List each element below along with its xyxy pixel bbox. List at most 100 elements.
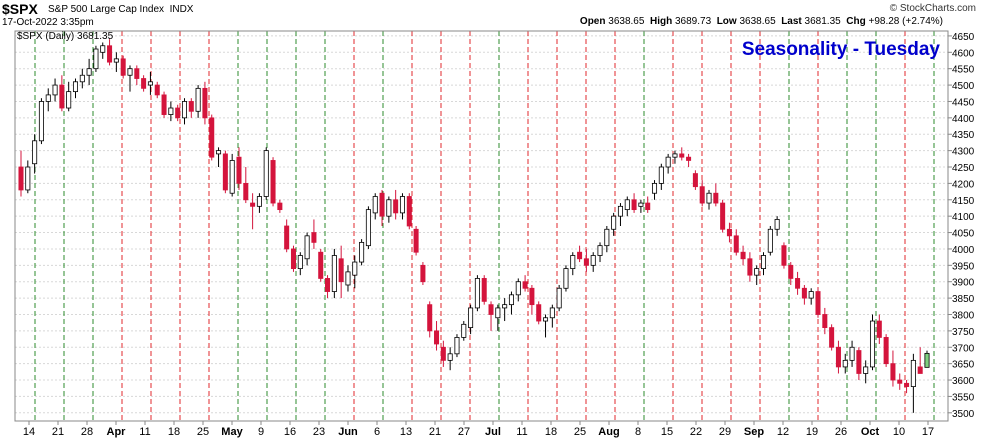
x-tick-label: Sep <box>744 426 764 438</box>
candle-body <box>508 294 514 306</box>
x-tick-label: 21 <box>429 426 441 438</box>
candle-body <box>699 186 705 204</box>
security-name: S&P 500 Large Cap Index INDX <box>48 4 193 15</box>
candle-body <box>72 81 79 93</box>
y-tick-label: 4300 <box>952 147 975 158</box>
candle <box>536 301 542 325</box>
candle <box>454 334 460 358</box>
x-tick-label: 18 <box>168 426 180 438</box>
candle-body <box>624 199 630 211</box>
candle <box>747 252 753 282</box>
candle-body <box>529 287 535 306</box>
candle-body <box>379 192 385 217</box>
x-tick-label: Jul <box>485 426 501 438</box>
candle <box>488 301 494 331</box>
candle <box>577 245 583 263</box>
candle-body <box>842 359 848 368</box>
candle-body <box>318 251 324 279</box>
candle <box>822 307 828 335</box>
candle-body <box>835 346 841 368</box>
candle-body <box>570 255 576 270</box>
candle <box>413 226 419 256</box>
exchange-label: INDX <box>169 4 194 15</box>
x-tick-label: 19 <box>806 426 818 438</box>
candle-body <box>236 156 242 184</box>
candle-body <box>706 192 712 204</box>
candle-body <box>679 153 685 158</box>
candle-body <box>134 68 140 79</box>
candle <box>658 163 664 190</box>
candle <box>120 55 126 79</box>
candle <box>154 81 160 99</box>
candle-body <box>202 87 208 119</box>
candle-body <box>181 101 188 119</box>
y-tick-label: 4650 <box>952 32 975 43</box>
candle <box>910 353 916 413</box>
candle <box>740 245 746 266</box>
x-tick-label: May <box>221 426 243 438</box>
candlesticks <box>18 39 930 413</box>
candle <box>66 81 72 112</box>
candle <box>726 222 732 243</box>
candle-body <box>290 248 296 270</box>
candle-body <box>740 251 746 260</box>
y-tick-label: 3850 <box>952 294 975 305</box>
candle-body <box>686 156 692 161</box>
candle-body <box>59 84 65 109</box>
candle-body <box>863 366 869 374</box>
candle-body <box>488 304 494 315</box>
high-label: High <box>649 16 673 27</box>
candle-body <box>345 271 351 286</box>
candle-body <box>890 363 896 381</box>
y-tick-label: 4350 <box>952 130 975 141</box>
candle-body <box>515 281 521 296</box>
candle-body <box>522 281 528 289</box>
last-label: Last <box>781 16 802 27</box>
candle-body <box>161 94 167 115</box>
candle <box>18 150 24 197</box>
chart-title: Seasonality - Tuesday <box>742 39 941 60</box>
candle <box>168 101 174 122</box>
candle <box>692 170 698 190</box>
candle-body <box>583 258 589 266</box>
candle-body <box>297 255 303 270</box>
candle-body <box>243 182 249 201</box>
candle-body <box>222 153 228 191</box>
candle <box>849 340 855 367</box>
candle <box>924 350 930 368</box>
candle <box>481 275 487 305</box>
candle <box>181 98 188 125</box>
candle-body <box>154 84 160 96</box>
y-tick-label: 4000 <box>952 245 975 256</box>
candle <box>474 275 480 312</box>
candle <box>209 114 215 161</box>
candle <box>522 275 528 292</box>
x-tick-label: 22 <box>690 426 702 438</box>
candle-body <box>38 101 44 142</box>
candle-body <box>399 196 405 214</box>
candle <box>829 324 835 351</box>
candle-body <box>720 202 726 230</box>
candle-body <box>263 150 269 197</box>
candle <box>720 199 726 233</box>
candle <box>876 314 882 344</box>
candle <box>175 104 181 122</box>
x-tick-label: 8 <box>635 426 641 438</box>
candle-body <box>216 150 222 155</box>
candle <box>788 262 794 285</box>
candle-body <box>352 261 358 276</box>
last-value: 3681.35 <box>804 16 841 27</box>
high-value: 3689.73 <box>674 16 712 27</box>
candle-body <box>359 241 365 263</box>
candle <box>45 88 51 112</box>
candle-body <box>897 379 903 384</box>
candle-body <box>577 251 583 260</box>
candle <box>815 288 821 318</box>
candle-body <box>386 199 392 217</box>
candle <box>686 153 692 168</box>
gridlines <box>15 35 948 414</box>
candle <box>59 75 65 112</box>
candle-body <box>372 196 378 214</box>
candle-body <box>638 202 644 207</box>
x-tick-label: 27 <box>458 426 470 438</box>
